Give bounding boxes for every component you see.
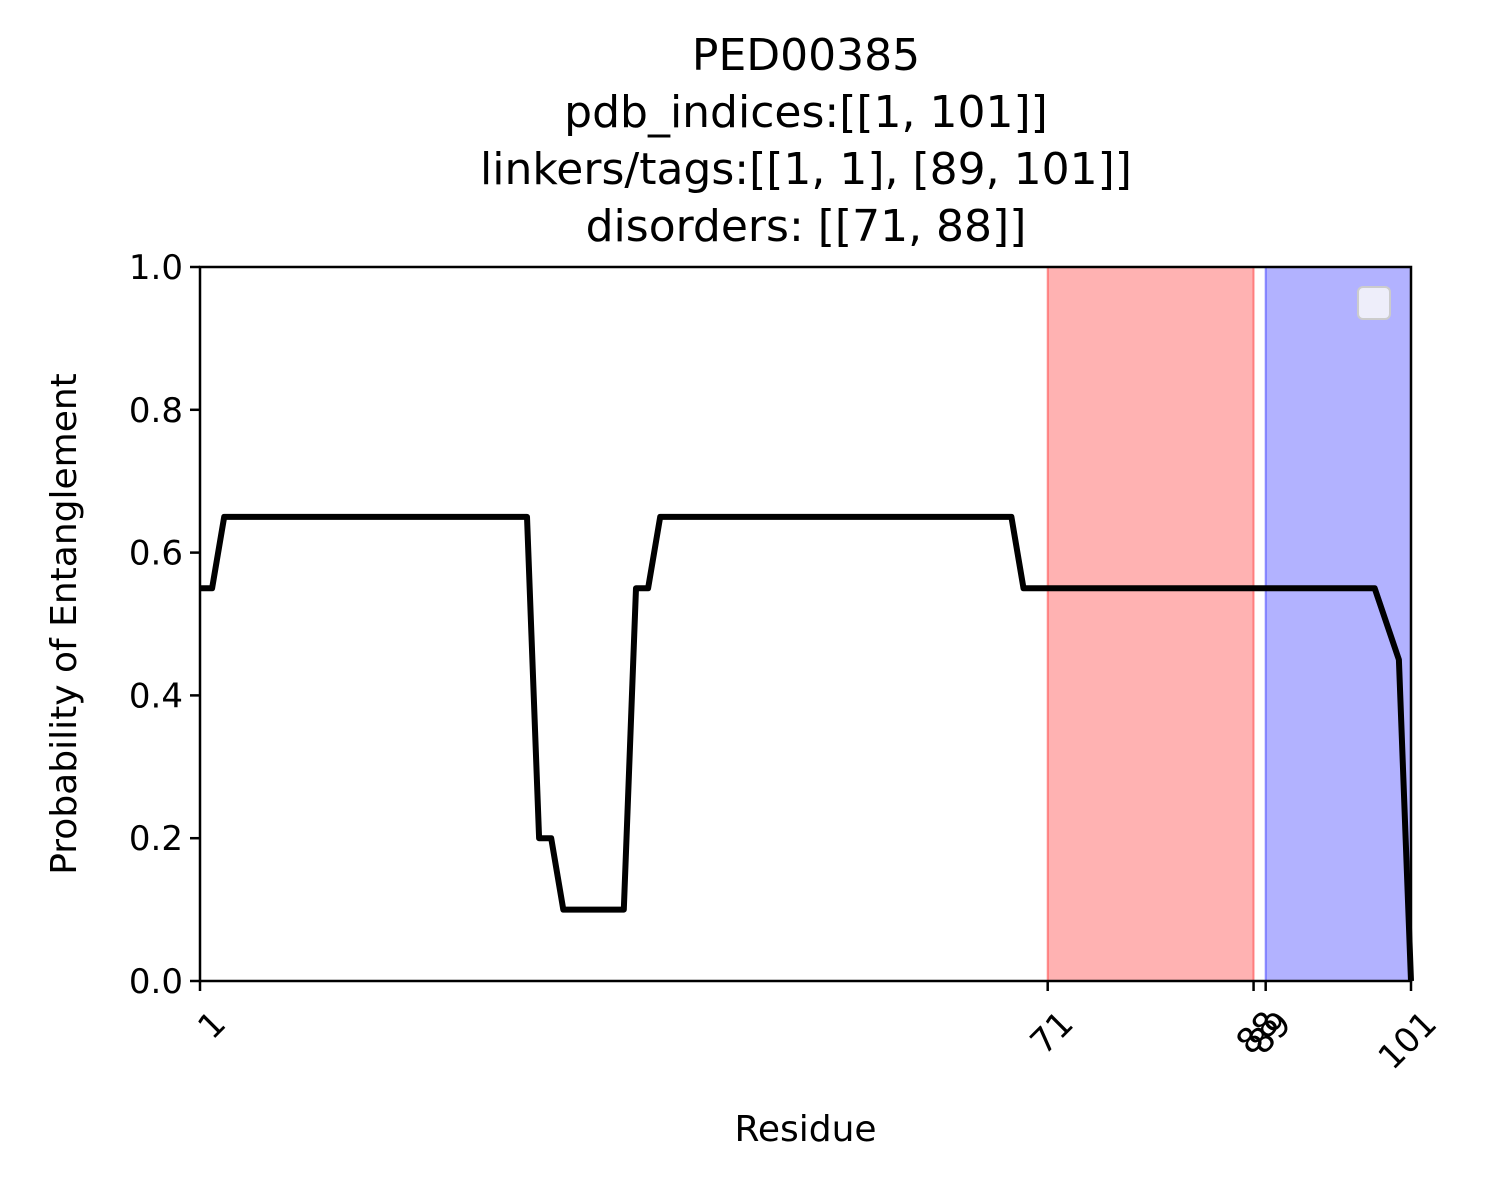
x-tick-label: 101 xyxy=(1371,1004,1445,1078)
shaded-regions xyxy=(1046,267,1412,981)
shaded-region-disorder xyxy=(1047,267,1254,981)
y-tick-label: 1.0 xyxy=(129,248,183,288)
y-tick-label: 0.2 xyxy=(129,819,183,859)
x-tick-label: 1 xyxy=(190,1004,234,1048)
title-line: pdb_indices:[[1, 101]] xyxy=(564,87,1048,138)
y-tick-label: 0.0 xyxy=(129,962,183,1002)
series-line-0 xyxy=(200,513,1414,982)
y-tick-label: 0.6 xyxy=(129,534,183,574)
title-line: PED00385 xyxy=(692,30,920,81)
x-tick-label: 71 xyxy=(1023,1004,1082,1063)
y-tick-label: 0.4 xyxy=(129,676,183,716)
y-tick-label: 0.8 xyxy=(129,391,183,431)
plot-frame xyxy=(198,265,1413,983)
legend-box xyxy=(1357,286,1391,320)
legend xyxy=(1357,286,1391,320)
title-line: linkers/tags:[[1, 1], [89, 101]] xyxy=(480,144,1132,195)
axis-labels: Residue Probability of Entanglement xyxy=(44,373,877,1150)
y-axis-label: Probability of Entanglement xyxy=(44,373,85,875)
x-axis-label: Residue xyxy=(734,1109,876,1150)
title-line: disorders: [[71, 88]] xyxy=(586,201,1027,252)
chart-title: PED00385 pdb_indices:[[1, 101]] linkers/ta… xyxy=(480,30,1132,252)
series-lines xyxy=(200,513,1414,982)
